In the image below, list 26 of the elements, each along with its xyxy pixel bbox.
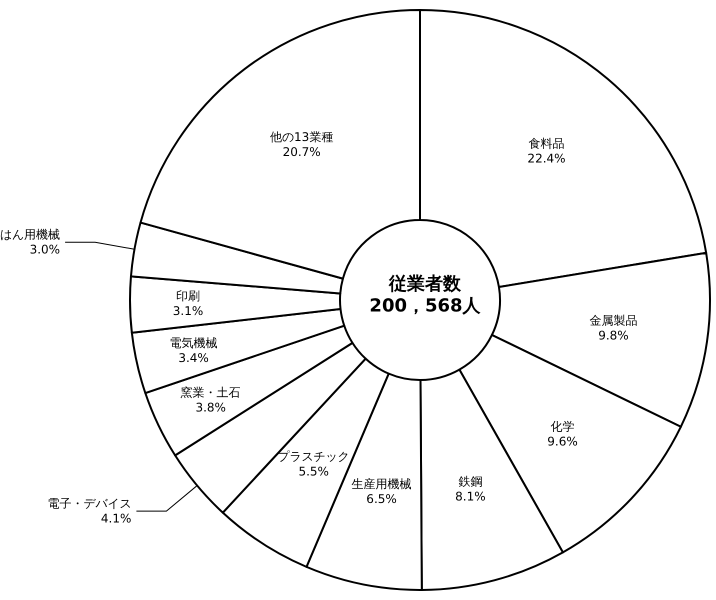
slice-label: 電子・デバイス xyxy=(47,496,132,511)
slice-label: 食料品 xyxy=(528,136,564,150)
data-label: 3.0% xyxy=(30,242,60,257)
data-label: 3.8% xyxy=(195,400,226,415)
data-label: 3.4% xyxy=(178,351,209,366)
slice-label: 他の13業種 xyxy=(270,130,334,144)
slice-label: 鉄鋼 xyxy=(458,474,482,488)
data-label: 4.1% xyxy=(100,512,132,526)
text: 200，568人 xyxy=(369,296,482,316)
data-label: 9.8% xyxy=(598,328,629,343)
data-label: 6.5% xyxy=(366,492,397,506)
slice-label: 金属製品 xyxy=(589,314,638,328)
slice-label: プラスチック xyxy=(278,450,350,464)
slice-label: 窯業・土石 xyxy=(180,386,241,400)
data-label: 3.1% xyxy=(172,304,204,318)
data-label: 8.1% xyxy=(455,489,486,504)
text: 従業者数 xyxy=(388,274,462,294)
data-label: 22.4% xyxy=(527,151,566,166)
data-label: 5.5% xyxy=(298,464,329,479)
data-label: 20.7% xyxy=(282,144,321,159)
data-label: 9.6% xyxy=(547,434,578,448)
slice-label: 印刷 xyxy=(176,289,200,304)
slice-label: はん用機械 xyxy=(0,228,60,242)
slice-label: 生産用機械 xyxy=(352,477,412,492)
slice-label: 化学 xyxy=(550,419,575,434)
slice-label: 電気機械 xyxy=(170,336,218,350)
